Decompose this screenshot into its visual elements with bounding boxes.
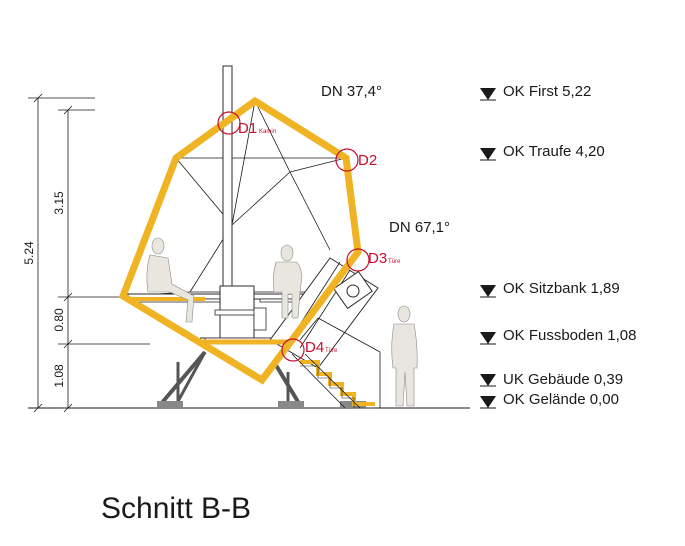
svg-text:OK First 5,22: OK First 5,22 (503, 83, 591, 100)
detail-d4-label: D4 (305, 339, 324, 356)
svg-text:OK Gelände 0,00: OK Gelände 0,00 (503, 391, 619, 408)
level-ok-gelaende: OK Gelände 0,00 (480, 391, 619, 409)
detail-d1-label: D1 (238, 120, 257, 137)
roof-pitch-upper: DN 37,4° (321, 83, 382, 100)
dimension-total: 5.24 (22, 241, 36, 265)
chimney (222, 65, 233, 292)
svg-text:OK Fussboden 1,08: OK Fussboden 1,08 (503, 327, 636, 344)
stairs (291, 353, 375, 409)
detail-marker-d1: D1 Kamin (217, 111, 276, 137)
svg-text:OK Traufe 4,20: OK Traufe 4,20 (503, 143, 605, 160)
stove (214, 285, 267, 345)
level-ok-fussboden: OK Fussboden 1,08 (480, 327, 636, 345)
level-ok-first: OK First 5,22 (480, 83, 591, 101)
detail-d3-label: D3 (368, 250, 387, 267)
detail-d3-sub: Türe (388, 259, 401, 265)
level-markers: OK First 5,22 OK Traufe 4,20 OK Sitzbank… (480, 83, 636, 409)
level-ok-traufe: OK Traufe 4,20 (480, 143, 605, 161)
detail-d2-label: D2 (358, 152, 377, 169)
figure-standing (391, 305, 418, 407)
dimension-chain: 5.24 3.15 0.80 1.08 (22, 93, 150, 413)
svg-text:UK Gebäude 0,39: UK Gebäude 0,39 (503, 371, 623, 388)
dimension-middle: 0.80 (52, 308, 66, 332)
detail-marker-d4: D4 Türe (281, 338, 338, 362)
dimension-lower: 1.08 (52, 364, 66, 388)
detail-d1-sub: Kamin (259, 129, 276, 135)
level-uk-gebaeude: UK Gebäude 0,39 (480, 371, 623, 388)
dimension-upper: 3.15 (52, 191, 66, 215)
figure-seated-right (273, 244, 303, 319)
svg-text:OK Sitzbank 1,89: OK Sitzbank 1,89 (503, 280, 620, 297)
envelope-outline (118, 96, 362, 385)
detail-marker-d2: D2 (335, 148, 377, 172)
detail-marker-d3: D3 Türe (346, 248, 401, 272)
level-ok-sitzbank: OK Sitzbank 1,89 (480, 280, 620, 298)
detail-d4-sub: Türe (325, 348, 338, 354)
section-title: Schnitt B-B (101, 492, 251, 525)
roof-pitch-lower: DN 67,1° (389, 219, 450, 236)
figure-seated-left (146, 237, 195, 323)
